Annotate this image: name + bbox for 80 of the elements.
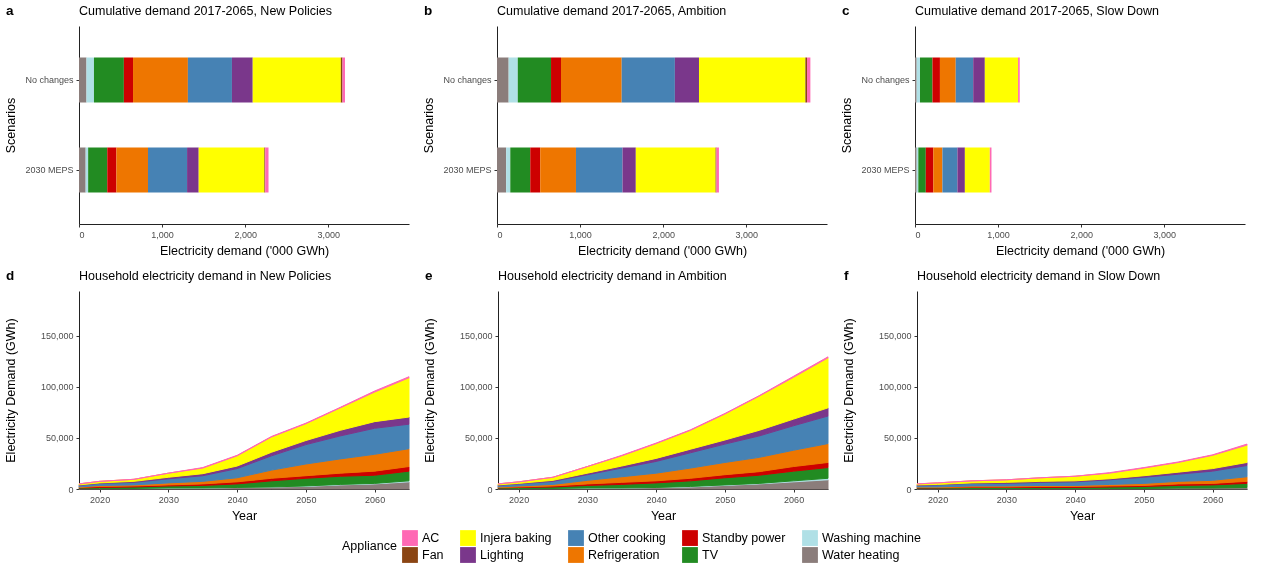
- legend-label: AC: [422, 531, 440, 546]
- text: a: [6, 3, 14, 18]
- chart-title: Household electricity demand in New Policies: [79, 269, 332, 283]
- y-tick-label: 100,000: [459, 382, 493, 393]
- legend-label: Washing machine: [822, 531, 921, 546]
- legend-label: TV: [702, 548, 719, 562]
- text: d: [6, 268, 15, 283]
- y-axis-title: Electricity Demand (GWh): [422, 318, 437, 463]
- x-tick-label: 1,000: [151, 229, 174, 240]
- legend-label: Other cooking: [588, 531, 666, 546]
- legend-title: Appliance: [342, 539, 397, 553]
- y-axis-title: Electricity Demand (GWh): [841, 318, 856, 463]
- y-tick-label: 50,000: [45, 433, 74, 444]
- x-tick-label: 2,000: [652, 229, 676, 240]
- x-axis-title: Year: [231, 508, 258, 523]
- y-tick-label: 150,000: [878, 331, 912, 342]
- chart-title: Cumulative demand 2017-2065, New Policies: [79, 4, 332, 18]
- y-tick-label: 2030 MEPS: [443, 165, 492, 175]
- x-tick-label: 3,000: [735, 229, 759, 240]
- x-tick-label: 2030: [158, 494, 179, 505]
- x-tick-label: 1,000: [987, 229, 1010, 240]
- x-tick-label: 0: [915, 229, 921, 240]
- text: e: [425, 268, 433, 283]
- chart-title: Household electricity demand in Ambition: [498, 269, 727, 283]
- legend-label: Lighting: [480, 548, 524, 562]
- x-tick-label: 2020: [90, 494, 111, 505]
- y-tick-label: 50,000: [464, 433, 493, 444]
- y-tick-label: 100,000: [878, 382, 912, 393]
- x-tick-label: 0: [79, 229, 85, 240]
- x-tick-label: 2030: [577, 494, 598, 505]
- y-tick-label: No changes: [25, 75, 74, 85]
- legend-label: Standby power: [702, 531, 786, 546]
- y-tick-label: 150,000: [40, 331, 74, 342]
- text: f: [844, 268, 849, 283]
- x-tick-label: 2040: [646, 494, 667, 505]
- x-tick-label: 2060: [365, 494, 386, 505]
- x-tick-label: 2040: [1065, 494, 1086, 505]
- x-tick-label: 2050: [296, 494, 317, 505]
- x-tick-label: 2020: [509, 494, 530, 505]
- x-tick-label: 2,000: [234, 229, 258, 240]
- y-tick-label: No changes: [443, 75, 492, 85]
- legend-label: Water heating: [822, 548, 900, 562]
- x-axis-title: Electricity demand ('000 GWh): [159, 243, 330, 258]
- y-tick-label: 0: [68, 484, 74, 495]
- x-axis-title: Electricity demand ('000 GWh): [995, 243, 1166, 258]
- legend-label: Injera baking: [480, 531, 552, 546]
- x-tick-label: 2030: [996, 494, 1017, 505]
- text: c: [842, 3, 850, 18]
- y-tick-label: 50,000: [883, 433, 912, 444]
- x-tick-label: 2,000: [1070, 229, 1094, 240]
- y-axis-title: Scenarios: [839, 97, 854, 154]
- x-tick-label: 2060: [784, 494, 805, 505]
- x-tick-label: 2050: [715, 494, 736, 505]
- y-axis-title: Scenarios: [421, 97, 436, 154]
- x-tick-label: 2050: [1134, 494, 1155, 505]
- chart-title: Cumulative demand 2017-2065, Ambition: [497, 4, 727, 18]
- x-tick-label: 3,000: [317, 229, 341, 240]
- y-tick-label: 150,000: [459, 331, 493, 342]
- x-tick-label: 3,000: [1153, 229, 1177, 240]
- x-tick-label: 2060: [1203, 494, 1224, 505]
- x-tick-label: 1,000: [569, 229, 592, 240]
- y-tick-label: 2030 MEPS: [25, 165, 74, 175]
- chart-title: Cumulative demand 2017-2065, Slow Down: [915, 4, 1159, 18]
- y-tick-label: 100,000: [40, 382, 74, 393]
- y-tick-label: 2030 MEPS: [861, 165, 910, 175]
- y-tick-label: 0: [906, 484, 912, 495]
- text: b: [424, 3, 433, 18]
- y-axis-title: Scenarios: [3, 97, 18, 154]
- x-axis-title: Year: [1069, 508, 1096, 523]
- x-axis-title: Electricity demand ('000 GWh): [577, 243, 748, 258]
- x-tick-label: 2020: [928, 494, 949, 505]
- y-tick-label: No changes: [861, 75, 910, 85]
- x-tick-label: 2040: [227, 494, 248, 505]
- x-axis-title: Year: [650, 508, 677, 523]
- legend-label: Fan: [422, 548, 444, 562]
- legend-label: Refrigeration: [588, 548, 660, 562]
- x-tick-label: 0: [497, 229, 503, 240]
- y-tick-label: 0: [487, 484, 493, 495]
- y-axis-title: Electricity Demand (GWh): [3, 318, 18, 463]
- chart-title: Household electricity demand in Slow Down: [917, 269, 1161, 283]
